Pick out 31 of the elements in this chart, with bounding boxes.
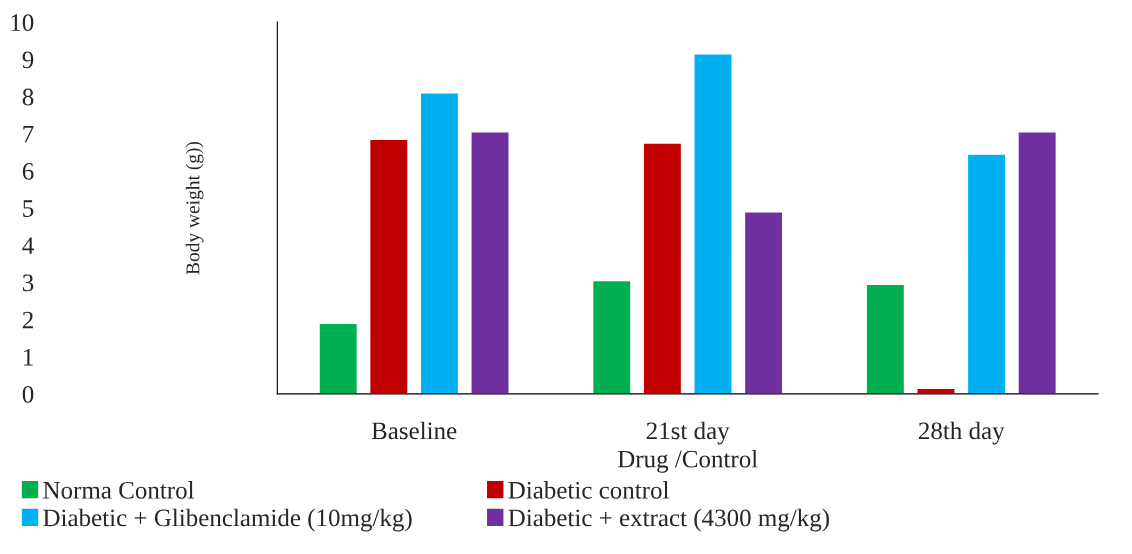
legend-label: Diabetic + extract (4300 mg/kg)	[508, 508, 829, 532]
bar	[470, 131, 510, 394]
bar	[1017, 131, 1058, 394]
legend-label: Diabetic + Glibenclamide (10mg/kg)	[43, 508, 412, 532]
y-axis-title: Body weight (g))	[185, 141, 204, 275]
y-tick-label: 7	[23, 125, 34, 143]
y-tick-label: 5	[23, 200, 34, 217]
bar	[318, 322, 359, 394]
bar	[642, 142, 683, 394]
x-tick-label: Baseline	[371, 421, 457, 440]
bar	[865, 283, 906, 394]
y-tick-label: 1	[23, 348, 33, 366]
bar	[966, 153, 1007, 394]
legend-label: Diabetic control	[508, 481, 669, 499]
x-axis-title: Drug /Control	[617, 449, 758, 473]
bar	[368, 138, 409, 394]
x-tick-label: 28th day	[918, 421, 1005, 445]
bar	[419, 92, 460, 394]
y-tick-label: 8	[22, 88, 34, 106]
legend-label: Norma Control	[43, 481, 195, 499]
y-tick-label: 2	[22, 311, 33, 329]
y-tick-label: 4	[22, 237, 34, 254]
bar	[743, 211, 784, 394]
y-tick-label: 6	[22, 162, 34, 180]
y-tick-label: 10	[11, 14, 34, 32]
y-tick-label: 3	[22, 274, 34, 292]
bar	[591, 279, 632, 394]
y-tick-label: 9	[22, 51, 34, 69]
x-tick-label: 21st day	[646, 421, 730, 445]
y-tick-label: 0	[22, 385, 34, 403]
bar	[693, 53, 733, 394]
